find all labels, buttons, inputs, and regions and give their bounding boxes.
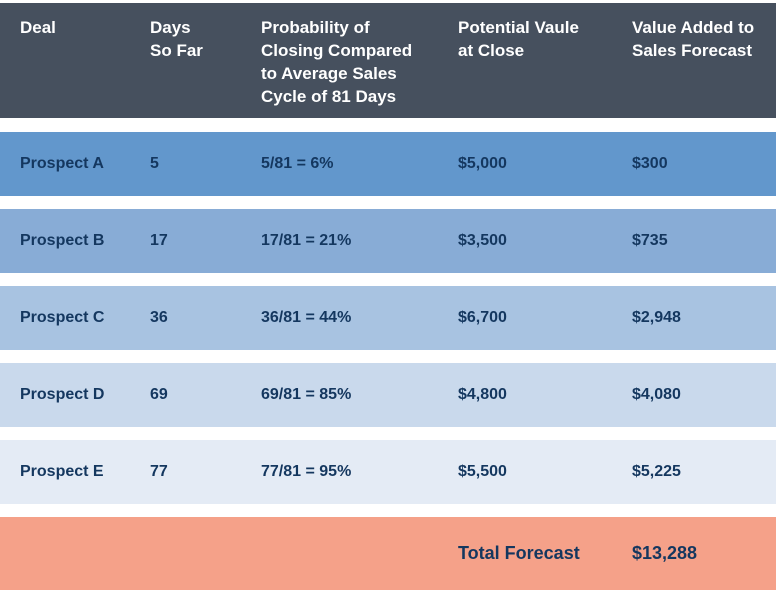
cell-deal: Prospect A <box>20 155 104 172</box>
cell-days: 17 <box>150 232 168 249</box>
cell-days: 5 <box>150 155 159 172</box>
cell-deal: Prospect B <box>20 232 105 249</box>
header-cell-deal: Deal <box>20 18 56 37</box>
table-row-prospect-b: Prospect B 17 17/81 = 21% $3,500 $735 <box>0 209 776 273</box>
cell-probability: 5/81 = 6% <box>261 155 334 172</box>
cell-deal: Prospect D <box>20 386 105 403</box>
total-forecast-label: Total Forecast <box>458 543 580 563</box>
table-row-prospect-c: Prospect C 36 36/81 = 44% $6,700 $2,948 <box>0 286 776 350</box>
cell-potential: $4,800 <box>458 386 507 403</box>
cell-added: $300 <box>632 155 668 172</box>
cell-probability: 69/81 = 85% <box>261 386 352 403</box>
table-header-row: Deal Days So Far Probability of Closing … <box>0 3 776 118</box>
table-total-row: Total Forecast $13,288 <box>0 517 776 590</box>
cell-deal: Prospect E <box>20 463 104 480</box>
total-forecast-value: $13,288 <box>632 543 698 563</box>
cell-deal: Prospect C <box>20 309 105 326</box>
header-cell-days-so-far: Days So Far <box>150 18 203 60</box>
cell-probability: 36/81 = 44% <box>261 309 352 326</box>
cell-potential: $5,000 <box>458 155 507 172</box>
cell-days: 77 <box>150 463 168 480</box>
header-cell-value-added: Value Added to Sales Forecast <box>632 18 755 60</box>
cell-days: 69 <box>150 386 168 403</box>
table-row-prospect-e: Prospect E 77 77/81 = 95% $5,500 $5,225 <box>0 440 776 504</box>
table-row-prospect-a: Prospect A 5 5/81 = 6% $5,000 $300 <box>0 132 776 196</box>
cell-potential: $6,700 <box>458 309 507 326</box>
cell-potential: $5,500 <box>458 463 507 480</box>
header-cell-probability: Probability of Closing Compared to Avera… <box>261 18 413 106</box>
cell-probability: 77/81 = 95% <box>261 463 352 480</box>
header-cell-potential-value: Potential Vaule at Close <box>458 18 579 60</box>
sales-forecast-table: Deal Days So Far Probability of Closing … <box>0 3 776 590</box>
cell-days: 36 <box>150 309 168 326</box>
cell-added: $4,080 <box>632 386 681 403</box>
cell-added: $2,948 <box>632 309 681 326</box>
table-row-prospect-d: Prospect D 69 69/81 = 85% $4,800 $4,080 <box>0 363 776 427</box>
cell-added: $735 <box>632 232 668 249</box>
cell-probability: 17/81 = 21% <box>261 232 352 249</box>
cell-added: $5,225 <box>632 463 681 480</box>
cell-potential: $3,500 <box>458 232 507 249</box>
